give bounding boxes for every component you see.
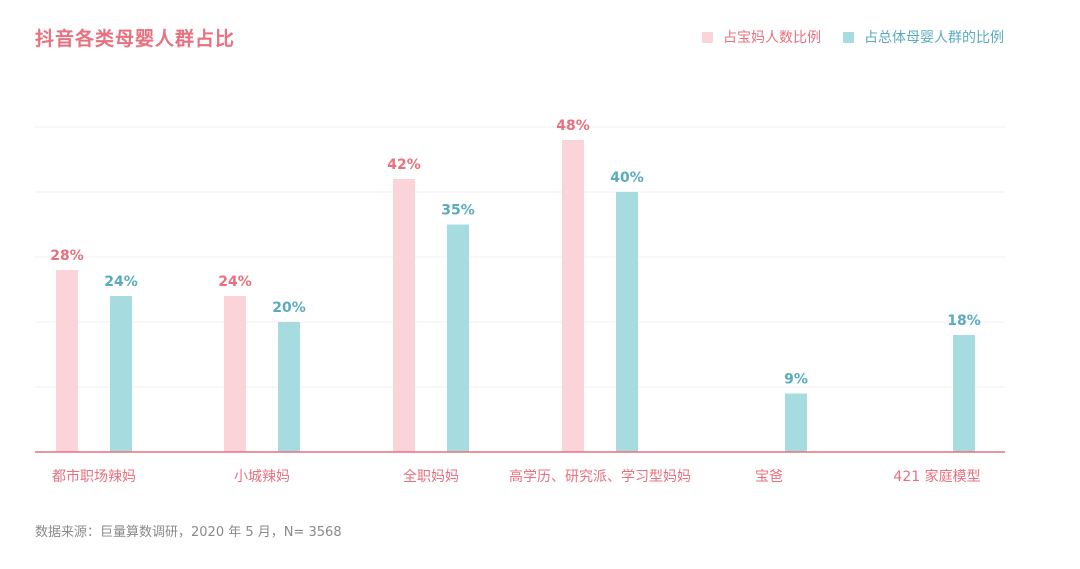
data-label-series-1: 42% — [387, 157, 421, 173]
data-label-series-2: 20% — [272, 300, 306, 316]
legend: 占宝妈人数比例 占总体母婴人群的比例 — [702, 27, 1004, 47]
category-label: 全职妈妈 — [403, 468, 459, 485]
legend-swatch-series-2 — [843, 31, 854, 43]
data-label-series-2: 40% — [610, 170, 644, 186]
bar-series-2 — [953, 335, 975, 452]
category-label: 421 家庭模型 — [893, 468, 980, 485]
bar-series-1 — [56, 270, 78, 452]
data-label-series-2: 9% — [784, 372, 808, 388]
bar-series-1 — [224, 296, 246, 452]
bar-series-2 — [785, 393, 807, 452]
legend-label-series-1: 占宝妈人数比例 — [723, 30, 821, 46]
chart-title: 抖音各类母婴人群占比 — [35, 28, 236, 50]
category-label: 小城辣妈 — [234, 469, 290, 485]
data-label-series-2: 24% — [104, 274, 138, 290]
category-label: 都市职场辣妈 — [52, 468, 136, 485]
legend-item-series-2: 占总体母婴人群的比例 — [843, 27, 1004, 47]
bar-series-2 — [616, 192, 638, 452]
bar-series-2 — [278, 322, 300, 452]
data-label-series-1: 28% — [50, 248, 84, 264]
category-label: 宝爸 — [755, 469, 783, 485]
bar-series-2 — [447, 224, 469, 452]
legend-label-series-2: 占总体母婴人群的比例 — [864, 30, 1004, 46]
bar-series-1 — [562, 140, 584, 452]
data-label-series-1: 48% — [556, 118, 590, 134]
bar-series-1 — [393, 179, 415, 452]
data-label-series-1: 24% — [218, 274, 252, 290]
category-label: 高学历、研究派、学习型妈妈 — [509, 468, 691, 485]
legend-swatch-series-1 — [702, 31, 713, 43]
data-label-series-2: 35% — [441, 203, 475, 219]
data-label-series-2: 18% — [947, 313, 981, 329]
bar-series-2 — [110, 296, 132, 452]
legend-item-series-1: 占宝妈人数比例 — [702, 27, 821, 47]
source-note: 数据来源：巨量算数调研，2020 年 5 月，N= 3568 — [35, 525, 342, 540]
